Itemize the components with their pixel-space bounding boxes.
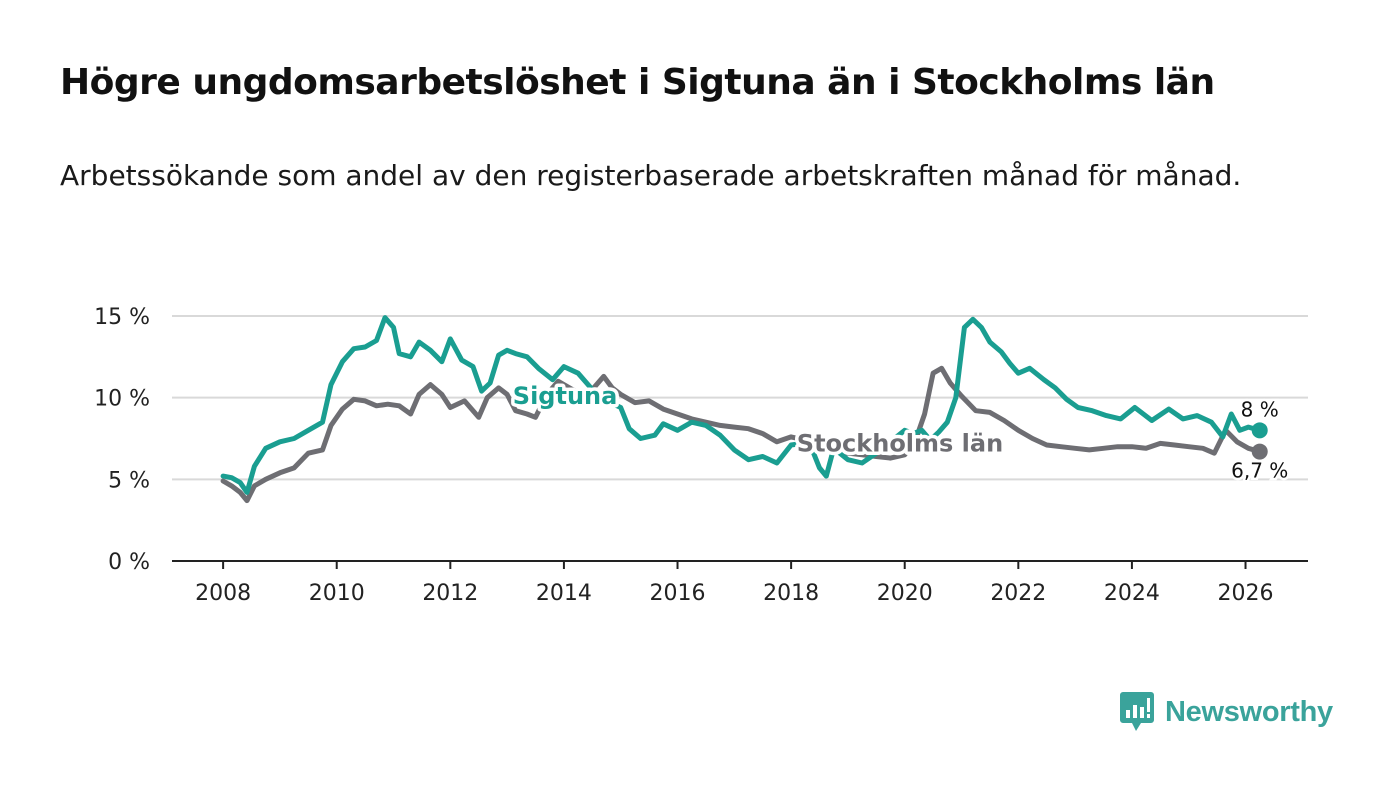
- x-axis: 2008 2010 2012 2014 2016 2018 2020 2022 2024 2026: [172, 560, 1308, 606]
- end-value-label-sigtuna: 8 %: [1241, 397, 1279, 421]
- x-tick-label: 2018: [763, 581, 819, 606]
- x-tick-label: 2020: [877, 581, 933, 606]
- series-label-stockholms-l-n: Stockholms län: [797, 430, 1003, 458]
- end-point-sigtuna: [1251, 422, 1268, 439]
- end-value-label-stockholms-l-n: 6,7 %: [1231, 459, 1288, 483]
- x-tick-label: 2014: [536, 581, 592, 606]
- y-tick-label: 0 %: [108, 550, 150, 575]
- y-tick-label: 10 %: [94, 387, 150, 412]
- series-line-stockholms-l-n: [220, 365, 1263, 504]
- series-lines: [220, 315, 1263, 504]
- series-label-sigtuna: Sigtuna: [513, 382, 618, 410]
- gridlines: [172, 315, 1308, 481]
- series-labels: Stockholms län Sigtuna 6,7 % 8 %: [509, 379, 1291, 485]
- bar-chart-speech-icon: [1120, 692, 1154, 731]
- series-line-sigtuna: [220, 315, 1263, 495]
- x-tick-label: 2016: [650, 581, 706, 606]
- chart-subtitle: Arbetssökande som andel av den registerb…: [60, 159, 1242, 192]
- x-tick-label: 2010: [309, 581, 365, 606]
- y-tick-label: 5 %: [108, 468, 150, 493]
- chart-title: Högre ungdomsarbetslöshet i Sigtuna än i…: [60, 62, 1215, 103]
- x-tick-label: 2022: [990, 581, 1046, 606]
- x-tick-label: 2026: [1218, 581, 1274, 606]
- x-tick-label: 2024: [1104, 581, 1160, 606]
- y-axis-tick-labels: 0 % 5 % 10 % 15 %: [94, 305, 150, 575]
- newsworthy-logo[interactable]: Newsworthy: [1119, 690, 1333, 734]
- x-tick-label: 2008: [195, 581, 251, 606]
- x-tick-label: 2012: [422, 581, 478, 606]
- brand-name: Newsworthy: [1165, 695, 1333, 728]
- y-tick-label: 15 %: [94, 305, 150, 330]
- end-point-stockholms-l-n: [1251, 443, 1268, 460]
